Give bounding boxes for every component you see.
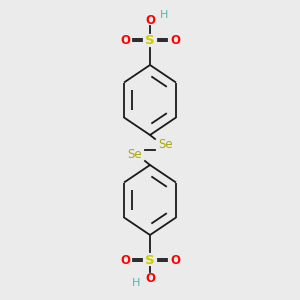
Text: O: O: [170, 254, 180, 266]
Text: O: O: [120, 254, 130, 266]
Text: H: H: [132, 278, 140, 288]
Text: H: H: [160, 10, 168, 20]
Text: S: S: [145, 34, 155, 46]
Text: S: S: [145, 254, 155, 266]
Text: Se: Se: [128, 148, 142, 161]
Text: O: O: [170, 34, 180, 46]
Text: O: O: [145, 14, 155, 26]
Text: Se: Se: [158, 139, 172, 152]
Text: O: O: [120, 34, 130, 46]
Text: O: O: [145, 272, 155, 284]
